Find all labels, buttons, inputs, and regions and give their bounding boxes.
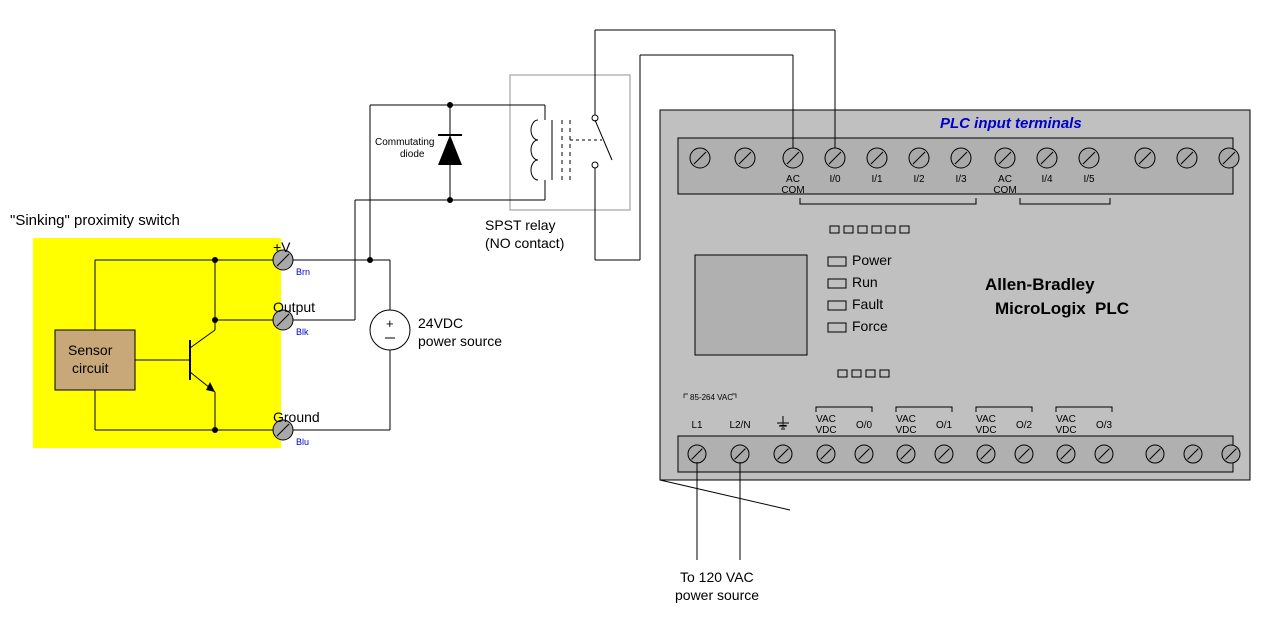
relay-label2: (NO contact) bbox=[485, 235, 564, 251]
brn-label: Brn bbox=[296, 267, 310, 277]
wiring-diagram: PLC input terminals ACCOMI/0I/1I/2I/3ACC… bbox=[0, 0, 1281, 626]
svg-text:VDC: VDC bbox=[815, 425, 836, 436]
diode-label1: Commutating bbox=[375, 137, 434, 148]
svg-text:VAC: VAC bbox=[1056, 414, 1076, 425]
spst-relay: SPST relay (NO contact) bbox=[450, 30, 630, 251]
plc-input-terminals-label: PLC input terminals bbox=[940, 115, 1082, 132]
svg-text:O/0: O/0 bbox=[856, 420, 873, 431]
svg-text:+: + bbox=[386, 316, 394, 331]
svg-text:Fault: Fault bbox=[852, 296, 883, 312]
commutating-diode: Commutating diode bbox=[375, 105, 462, 200]
vdc-label1: 24VDC bbox=[418, 315, 463, 331]
to-vac-label2: power source bbox=[675, 587, 759, 603]
svg-text:VAC: VAC bbox=[816, 414, 836, 425]
svg-text:I/3: I/3 bbox=[955, 174, 967, 185]
svg-text:Power: Power bbox=[852, 252, 892, 268]
svg-text:I/0: I/0 bbox=[829, 174, 841, 185]
dc-source: + 24VDC power source bbox=[293, 260, 502, 430]
svg-text:VDC: VDC bbox=[975, 425, 996, 436]
svg-text:AC: AC bbox=[998, 174, 1012, 185]
svg-text:COM: COM bbox=[781, 185, 804, 196]
diode-label2: diode bbox=[400, 149, 425, 160]
plus-v-label: +V bbox=[273, 239, 291, 255]
plc-unit: PLC input terminals ACCOMI/0I/1I/2I/3ACC… bbox=[660, 110, 1250, 510]
svg-text:I/4: I/4 bbox=[1041, 174, 1053, 185]
svg-text:L2/N: L2/N bbox=[729, 420, 750, 431]
svg-text:O/3: O/3 bbox=[1096, 420, 1113, 431]
svg-text:VAC: VAC bbox=[896, 414, 916, 425]
svg-text:I/5: I/5 bbox=[1083, 174, 1095, 185]
svg-text:L1: L1 bbox=[691, 420, 703, 431]
svg-text:VDC: VDC bbox=[895, 425, 916, 436]
ground-label: Ground bbox=[273, 409, 320, 425]
blk-label: Blk bbox=[296, 327, 309, 337]
svg-text:Run: Run bbox=[852, 274, 878, 290]
svg-text:VDC: VDC bbox=[1055, 425, 1076, 436]
svg-text:O/2: O/2 bbox=[1016, 420, 1033, 431]
voltage-range: 85-264 VAC bbox=[690, 393, 733, 402]
plc-brand3: PLC bbox=[1095, 299, 1129, 318]
output-label: Output bbox=[273, 299, 315, 315]
sensor-text2: circuit bbox=[72, 360, 109, 376]
svg-text:VAC: VAC bbox=[976, 414, 996, 425]
svg-text:AC: AC bbox=[786, 174, 800, 185]
sensor-text1: Sensor bbox=[68, 342, 113, 358]
blu-label: Blu bbox=[296, 437, 309, 447]
plc-brand2: MicroLogix bbox=[995, 299, 1086, 318]
to-vac-label1: To 120 VAC bbox=[680, 569, 754, 585]
proximity-switch: "Sinking" proximity switch Sensor circui… bbox=[10, 212, 320, 448]
svg-text:O/1: O/1 bbox=[936, 420, 953, 431]
svg-text:I/2: I/2 bbox=[913, 174, 925, 185]
sinking-switch-label: "Sinking" proximity switch bbox=[10, 212, 180, 229]
vdc-label2: power source bbox=[418, 333, 502, 349]
plc-brand1: Allen-Bradley bbox=[985, 275, 1095, 294]
svg-text:I/1: I/1 bbox=[871, 174, 883, 185]
svg-text:Force: Force bbox=[852, 318, 888, 334]
svg-text:COM: COM bbox=[993, 185, 1016, 196]
relay-label1: SPST relay bbox=[485, 217, 556, 233]
